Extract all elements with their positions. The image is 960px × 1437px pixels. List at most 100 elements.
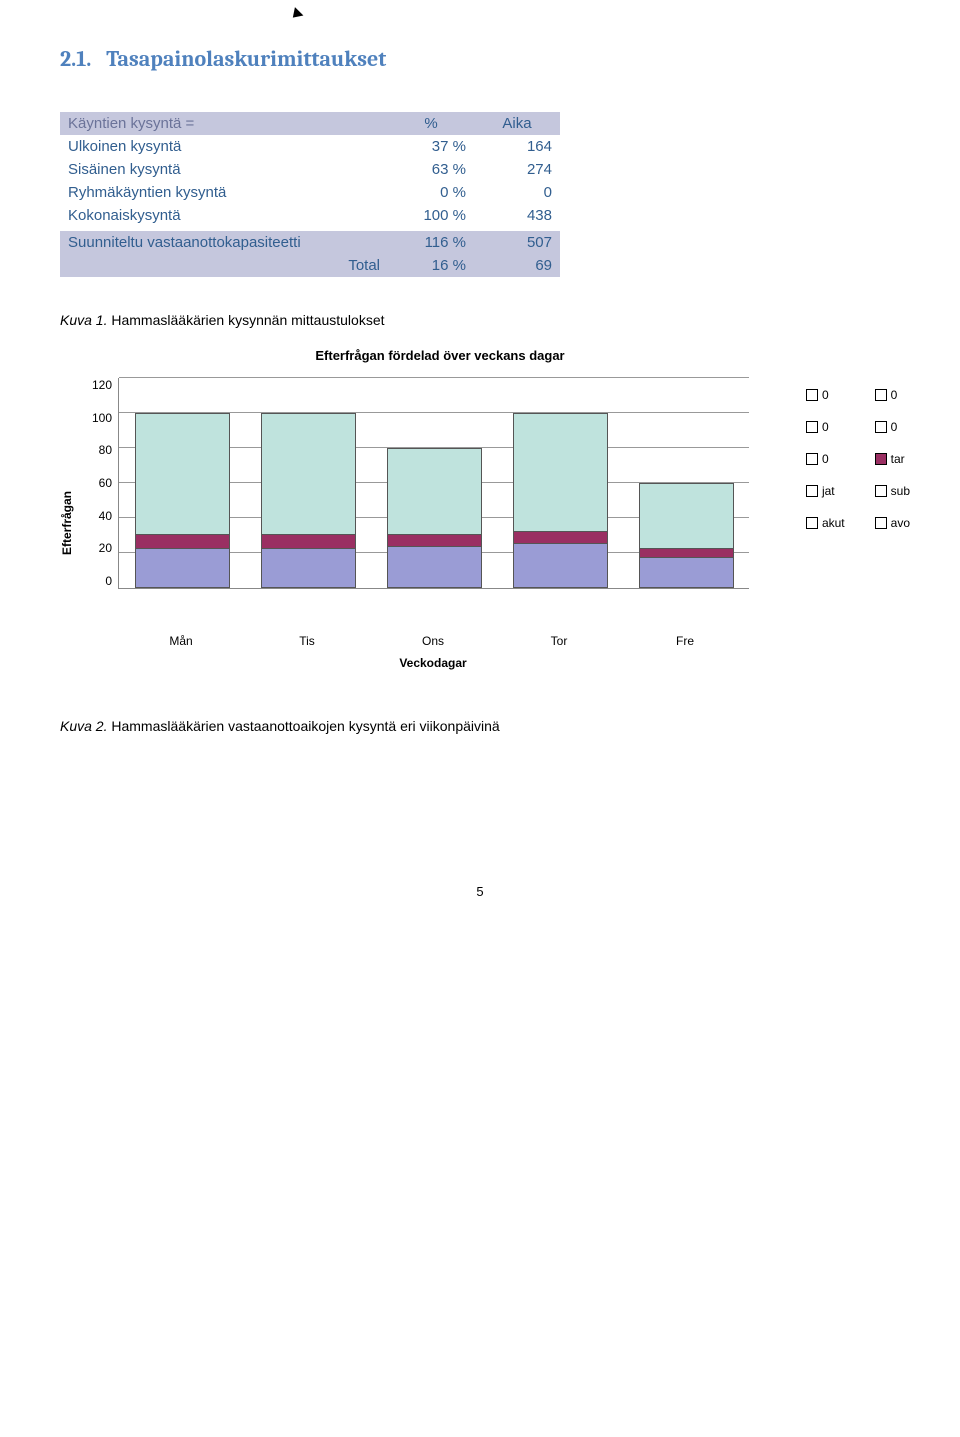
legend-swatch <box>875 453 887 465</box>
page-number: 5 <box>60 884 900 899</box>
legend-item: 0 <box>806 388 845 402</box>
bar <box>387 448 482 588</box>
bar-segment <box>136 414 229 535</box>
legend-label: 0 <box>891 420 898 434</box>
figure-caption-1: Kuva 1. Hammaslääkärien kysynnän mittaus… <box>60 312 900 328</box>
xtick: Tor <box>512 634 607 648</box>
cell-label: Ulkoinen kysyntä <box>60 135 388 158</box>
legend-swatch <box>875 517 887 529</box>
bar-segment <box>262 549 355 587</box>
bar <box>261 413 356 588</box>
ytick: 80 <box>82 443 112 457</box>
ytick: 120 <box>82 378 112 392</box>
cell-pct: 63 % <box>388 158 474 181</box>
legend-swatch <box>806 485 818 497</box>
ytick: 40 <box>82 509 112 523</box>
bar <box>513 413 608 588</box>
bar-segment <box>136 549 229 587</box>
bar-segment <box>640 558 733 587</box>
table-header-label: Käyntien kysyntä = <box>60 112 388 135</box>
bar-segment <box>640 549 733 558</box>
figure-caption-2: Kuva 2. Hammaslääkärien vastaanottoaikoj… <box>60 718 900 734</box>
caption-text: Hammaslääkärien kysynnän mittaustulokset <box>111 312 384 328</box>
section-heading: 2.1. Tasapainolaskurimittaukset <box>60 20 900 72</box>
bar <box>639 483 734 588</box>
chart-legend: 0 0 0 0 0 tar jat sub akut avo <box>806 388 910 530</box>
cell-aika: 507 <box>474 231 560 254</box>
caption-label: Kuva 2. <box>60 718 107 734</box>
legend-swatch <box>875 389 887 401</box>
legend-item: tar <box>875 452 910 466</box>
bar-segment <box>388 449 481 535</box>
table-row: Kokonaiskysyntä 100 % 438 <box>60 204 560 227</box>
heading-title: Tasapainolaskurimittaukset <box>106 46 386 72</box>
bar-segment <box>136 535 229 549</box>
ytick: 20 <box>82 541 112 555</box>
chart-title: Efterfrågan fördelad över veckans dagar <box>120 348 760 363</box>
cell-aika: 274 <box>474 158 560 181</box>
chart-xlabel: Veckodagar <box>118 656 748 670</box>
legend-item: akut <box>806 516 845 530</box>
bar-segment <box>514 414 607 532</box>
bar-segment <box>514 532 607 544</box>
arrow-icon <box>289 7 304 22</box>
cell-label: Kokonaiskysyntä <box>60 204 388 227</box>
legend-label: jat <box>822 484 835 498</box>
ytick: 0 <box>82 574 112 588</box>
legend-item: avo <box>875 516 910 530</box>
xtick: Mån <box>134 634 229 648</box>
cell-aika: 438 <box>474 204 560 227</box>
legend-swatch <box>806 517 818 529</box>
legend-item: 0 <box>875 388 910 402</box>
legend-item: jat <box>806 484 845 498</box>
legend-item: 0 <box>875 420 910 434</box>
demand-table: Käyntien kysyntä = % Aika Ulkoinen kysyn… <box>60 112 560 277</box>
table-header-pct: % <box>388 112 474 135</box>
chart-yaxis: 120100806040200 <box>82 378 118 588</box>
legend-swatch <box>806 389 818 401</box>
legend-item: 0 <box>806 420 845 434</box>
bar <box>135 413 230 588</box>
legend-swatch <box>875 485 887 497</box>
cell-label: Suunniteltu vastaanottokapasiteetti <box>60 231 388 254</box>
table-row-total: Total 16 % 69 <box>60 254 560 277</box>
bar-segment <box>262 414 355 535</box>
xtick: Tis <box>260 634 355 648</box>
caption-label: Kuva 1. <box>60 312 107 328</box>
legend-label: 0 <box>822 420 829 434</box>
cell-pct: 37 % <box>388 135 474 158</box>
bar-segment <box>388 535 481 547</box>
table-row: Sisäinen kysyntä 63 % 274 <box>60 158 560 181</box>
cell-pct: 116 % <box>388 231 474 254</box>
legend-item: sub <box>875 484 910 498</box>
chart-xaxis: Mån Tis Ons Tor Fre <box>118 634 748 648</box>
bar-segment <box>388 547 481 587</box>
cell-label: Sisäinen kysyntä <box>60 158 388 181</box>
cell-label: Ryhmäkäyntien kysyntä <box>60 181 388 204</box>
legend-label: sub <box>891 484 910 498</box>
legend-label: 0 <box>822 388 829 402</box>
bar-segment <box>640 484 733 549</box>
table-row: Ryhmäkäyntien kysyntä 0 % 0 <box>60 181 560 204</box>
cell-pct: 100 % <box>388 204 474 227</box>
bar-segment <box>262 535 355 549</box>
cell-pct: 0 % <box>388 181 474 204</box>
legend-label: akut <box>822 516 845 530</box>
chart-plot <box>118 378 749 589</box>
legend-label: avo <box>891 516 910 530</box>
ytick: 100 <box>82 411 112 425</box>
xtick: Fre <box>638 634 733 648</box>
legend-swatch <box>806 421 818 433</box>
cell-aika: 0 <box>474 181 560 204</box>
xtick: Ons <box>386 634 481 648</box>
caption-text: Hammaslääkärien vastaanottoaikojen kysyn… <box>111 718 499 734</box>
cell-label: Total <box>60 254 388 277</box>
legend-label: 0 <box>822 452 829 466</box>
weekly-demand-chart: Efterfrågan fördelad över veckans dagar … <box>60 348 900 668</box>
bar-segment <box>514 544 607 587</box>
legend-item: 0 <box>806 452 845 466</box>
table-row-capacity: Suunniteltu vastaanottokapasiteetti 116 … <box>60 231 560 254</box>
cell-pct: 16 % <box>388 254 474 277</box>
table-header-aika: Aika <box>474 112 560 135</box>
legend-label: 0 <box>891 388 898 402</box>
